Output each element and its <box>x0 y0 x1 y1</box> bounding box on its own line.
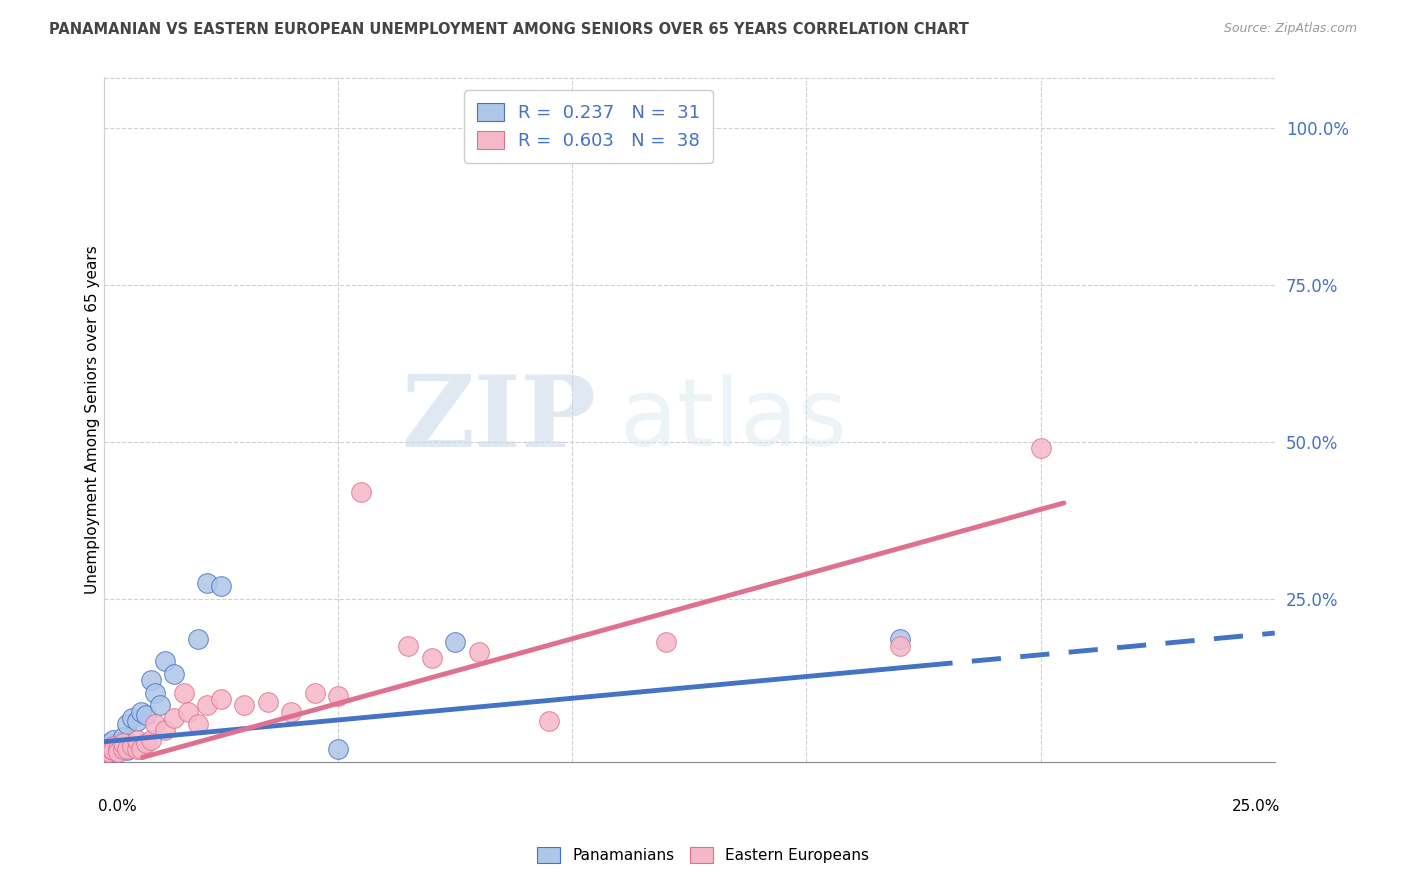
Point <box>326 689 349 703</box>
Point <box>444 635 467 649</box>
Point <box>97 742 120 756</box>
Text: atlas: atlas <box>619 374 848 466</box>
Point <box>103 739 125 753</box>
Point <box>111 742 134 756</box>
Point <box>97 745 120 759</box>
Point <box>233 698 256 713</box>
Point <box>139 732 162 747</box>
Point <box>195 575 218 590</box>
Point <box>107 739 129 753</box>
Point <box>187 632 209 647</box>
Point <box>256 695 278 709</box>
Point <box>145 686 167 700</box>
Point <box>96 745 118 759</box>
Point <box>107 745 129 759</box>
Point <box>209 692 232 706</box>
Point <box>100 742 122 756</box>
Point <box>163 711 186 725</box>
Point <box>135 736 157 750</box>
Point <box>139 673 162 688</box>
Point <box>111 736 134 750</box>
Point <box>889 639 911 653</box>
Legend: R =  0.237   N =  31, R =  0.603   N =  38: R = 0.237 N = 31, R = 0.603 N = 38 <box>464 90 713 163</box>
Point <box>135 707 157 722</box>
Point <box>103 743 125 757</box>
Point <box>889 632 911 647</box>
Point <box>420 651 443 665</box>
Point <box>111 730 134 744</box>
Point <box>467 645 489 659</box>
Point <box>153 654 176 668</box>
Point <box>1029 441 1052 455</box>
Point <box>117 743 139 757</box>
Text: PANAMANIAN VS EASTERN EUROPEAN UNEMPLOYMENT AMONG SENIORS OVER 65 YEARS CORRELAT: PANAMANIAN VS EASTERN EUROPEAN UNEMPLOYM… <box>49 22 969 37</box>
Point <box>125 732 148 747</box>
Text: 25.0%: 25.0% <box>1232 799 1281 814</box>
Point <box>125 739 148 753</box>
Point <box>117 742 139 756</box>
Point <box>125 742 148 756</box>
Point <box>187 717 209 731</box>
Point <box>350 484 373 499</box>
Point <box>97 742 120 756</box>
Point <box>145 717 167 731</box>
Point <box>104 742 127 756</box>
Text: Source: ZipAtlas.com: Source: ZipAtlas.com <box>1223 22 1357 36</box>
Legend: Panamanians, Eastern Europeans: Panamanians, Eastern Europeans <box>530 839 876 871</box>
Point <box>110 736 132 750</box>
Point <box>107 741 129 756</box>
Point <box>304 686 326 700</box>
Point <box>100 745 122 759</box>
Point <box>537 714 560 728</box>
Point <box>131 705 153 719</box>
Point <box>209 579 232 593</box>
Point <box>111 742 134 756</box>
Point <box>121 711 143 725</box>
Point <box>121 739 143 753</box>
Point <box>107 745 129 759</box>
Point <box>97 736 120 750</box>
Point <box>396 639 419 653</box>
Point <box>177 705 200 719</box>
Point <box>117 717 139 731</box>
Point <box>655 635 678 649</box>
Point <box>173 686 195 700</box>
Point <box>280 705 302 719</box>
Y-axis label: Unemployment Among Seniors over 65 years: Unemployment Among Seniors over 65 years <box>86 245 100 594</box>
Point <box>131 742 153 756</box>
Text: ZIP: ZIP <box>401 371 596 468</box>
Point <box>149 698 172 713</box>
Point <box>103 732 125 747</box>
Point <box>163 666 186 681</box>
Point <box>195 698 218 713</box>
Point <box>153 723 176 738</box>
Point <box>103 739 125 753</box>
Point <box>326 742 349 756</box>
Point <box>96 745 118 759</box>
Text: 0.0%: 0.0% <box>98 799 136 814</box>
Point <box>121 739 143 753</box>
Point <box>125 714 148 728</box>
